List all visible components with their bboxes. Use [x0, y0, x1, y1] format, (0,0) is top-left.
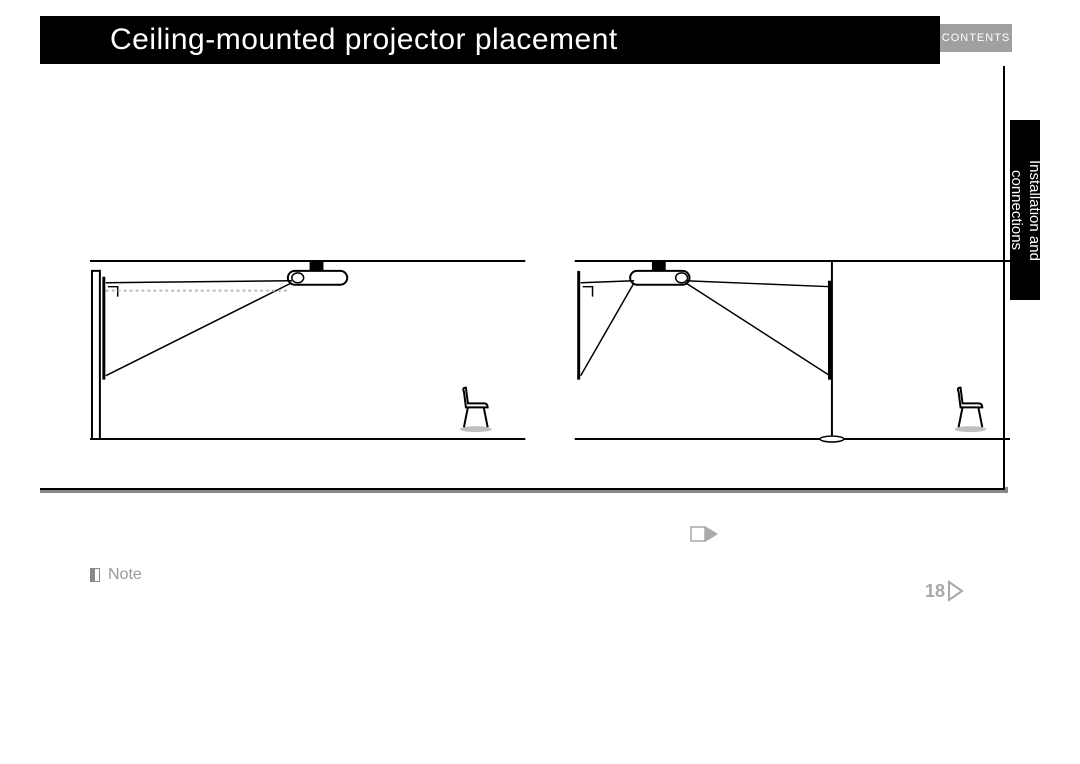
- page-number: 18: [925, 581, 945, 602]
- title-bar: Ceiling-mounted projector placement: [60, 16, 940, 64]
- placement-diagrams: [90, 250, 1010, 450]
- contents-button[interactable]: CONTENTS: [940, 24, 1012, 52]
- section-tab[interactable]: Installation and connections: [1010, 120, 1040, 300]
- contents-button-label: CONTENTS: [942, 32, 1011, 44]
- diagram-pole-screen: [575, 261, 1010, 442]
- page-title: Ceiling-mounted projector placement: [110, 23, 618, 57]
- manual-page: Ceiling-mounted projector placement CONT…: [40, 0, 1040, 600]
- section-tab-label: Installation and connections: [1007, 160, 1043, 261]
- diagram-svg: [90, 250, 1010, 450]
- reference-arrow-icon[interactable]: [690, 524, 720, 544]
- diagram-wall-screen: [90, 261, 525, 439]
- title-accent-block: [40, 16, 62, 64]
- page-arrow-icon: [947, 580, 965, 602]
- note-icon: [90, 568, 100, 582]
- note-row: Note: [90, 560, 990, 590]
- note-label: Note: [108, 566, 142, 584]
- page-number-badge[interactable]: 18: [925, 576, 969, 606]
